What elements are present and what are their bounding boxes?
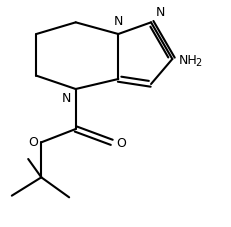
Text: O: O (116, 136, 126, 149)
Text: NH: NH (178, 53, 197, 66)
Text: 2: 2 (195, 57, 201, 67)
Text: N: N (61, 92, 71, 105)
Text: N: N (155, 6, 164, 19)
Text: O: O (28, 135, 38, 148)
Text: N: N (113, 15, 122, 28)
